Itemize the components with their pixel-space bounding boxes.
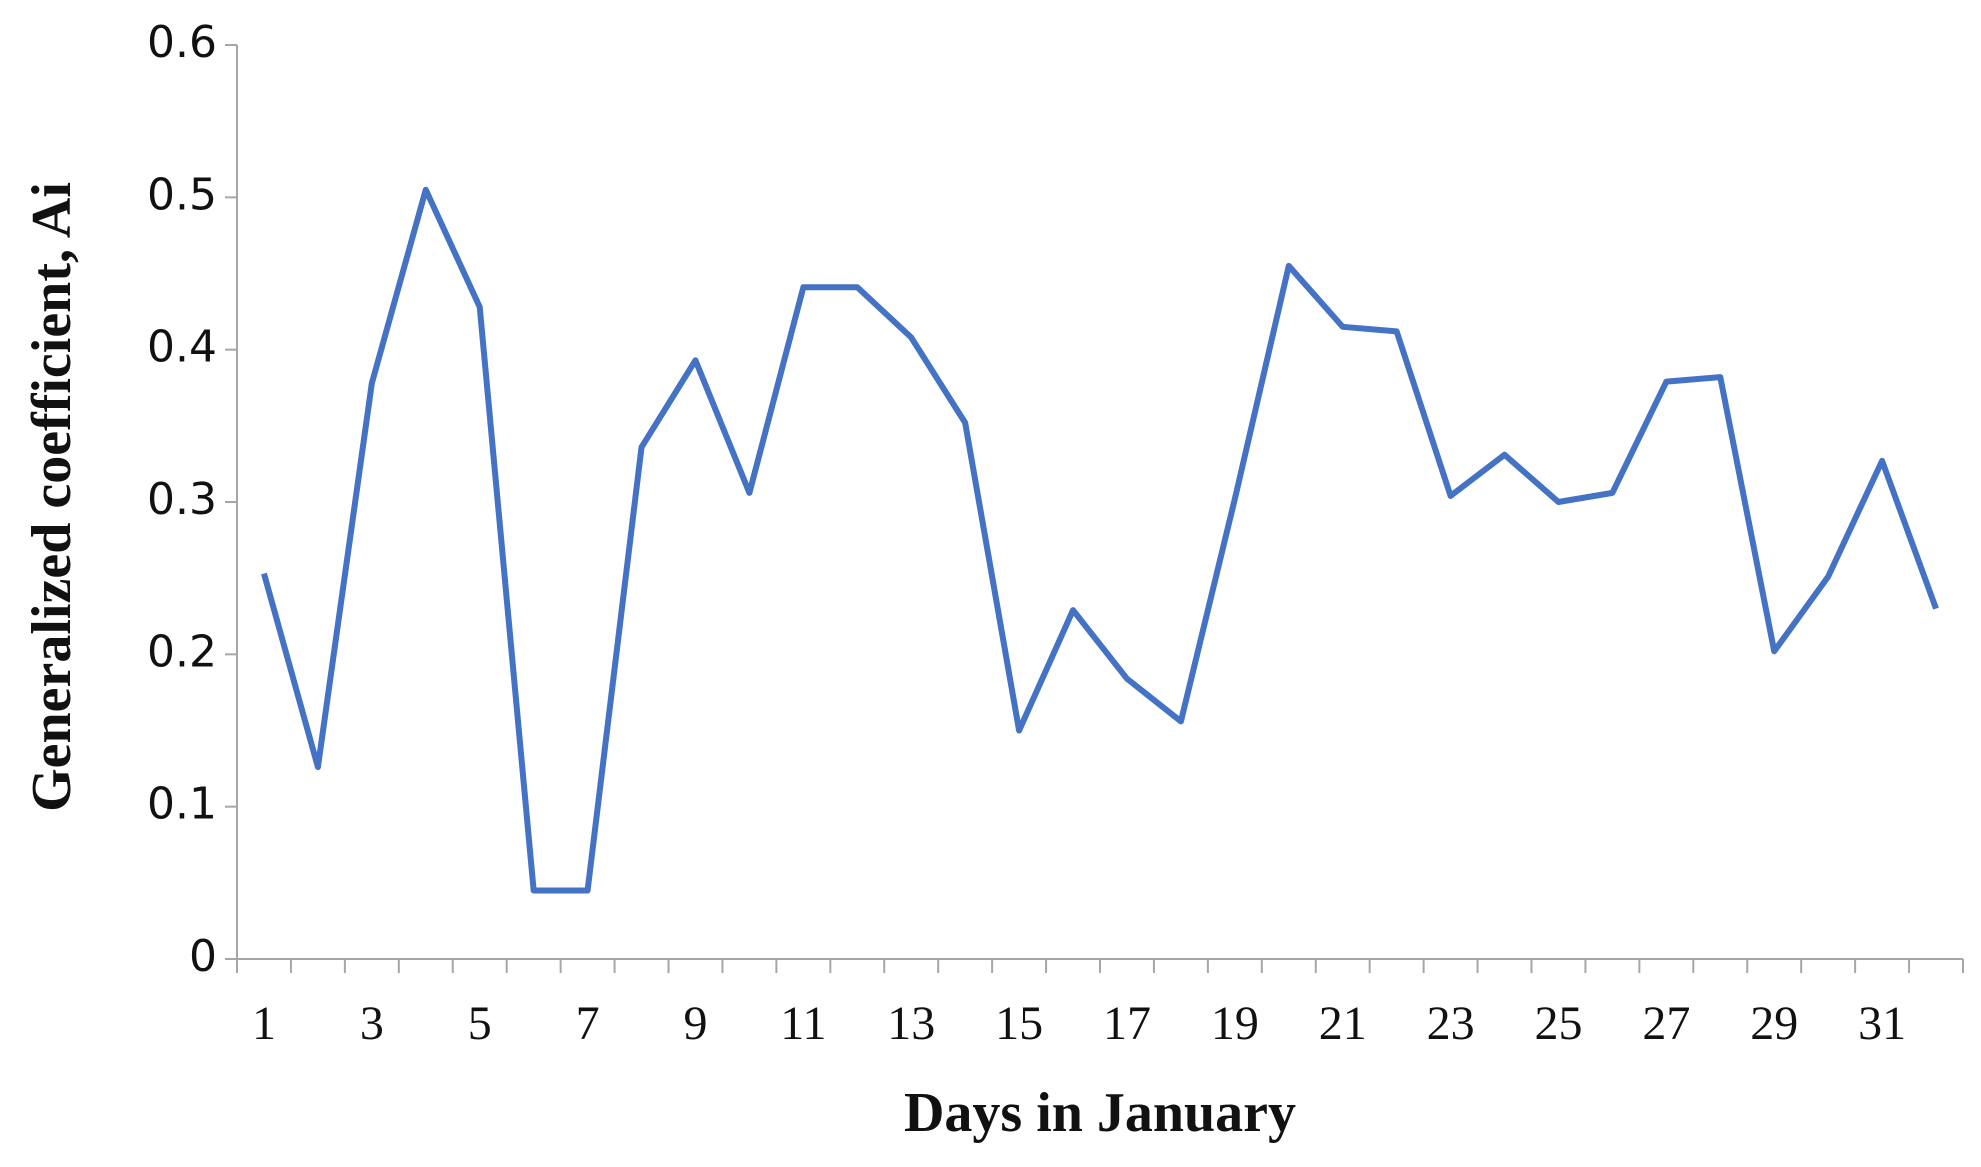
- x-tick-label: 15: [995, 997, 1043, 1050]
- x-tick-label: 31: [1858, 997, 1906, 1050]
- y-tick-label: 0: [189, 931, 217, 982]
- x-tick-label: 19: [1211, 997, 1259, 1050]
- y-tick-label: 0.6: [147, 17, 217, 68]
- x-tick-label: 17: [1103, 997, 1151, 1050]
- y-tick-label: 0.4: [147, 322, 217, 373]
- y-tick-label: 0.5: [147, 169, 217, 220]
- x-tick-label: 27: [1642, 997, 1690, 1050]
- x-tick-label: 3: [360, 997, 384, 1050]
- y-tick-label: 0.1: [147, 779, 217, 830]
- x-axis-title: Days in January: [904, 1082, 1296, 1144]
- x-tick-label: 25: [1534, 997, 1582, 1050]
- x-tick-label: 13: [887, 997, 935, 1050]
- x-tick-label: 29: [1750, 997, 1798, 1050]
- data-line: [261, 186, 1939, 894]
- x-tick-label: 7: [576, 997, 600, 1050]
- y-axis-title: Generalized coefficient, Ai: [21, 182, 83, 812]
- x-tick-label: 9: [683, 997, 707, 1050]
- x-tick-label: 23: [1427, 997, 1475, 1050]
- y-tick-label: 0.2: [147, 626, 217, 677]
- y-tick-label: 0.3: [147, 474, 217, 525]
- x-tick-label: 1: [252, 997, 276, 1050]
- x-tick-label: 11: [780, 997, 826, 1050]
- x-tick-label: 21: [1319, 997, 1367, 1050]
- x-tick-label: 5: [468, 997, 492, 1050]
